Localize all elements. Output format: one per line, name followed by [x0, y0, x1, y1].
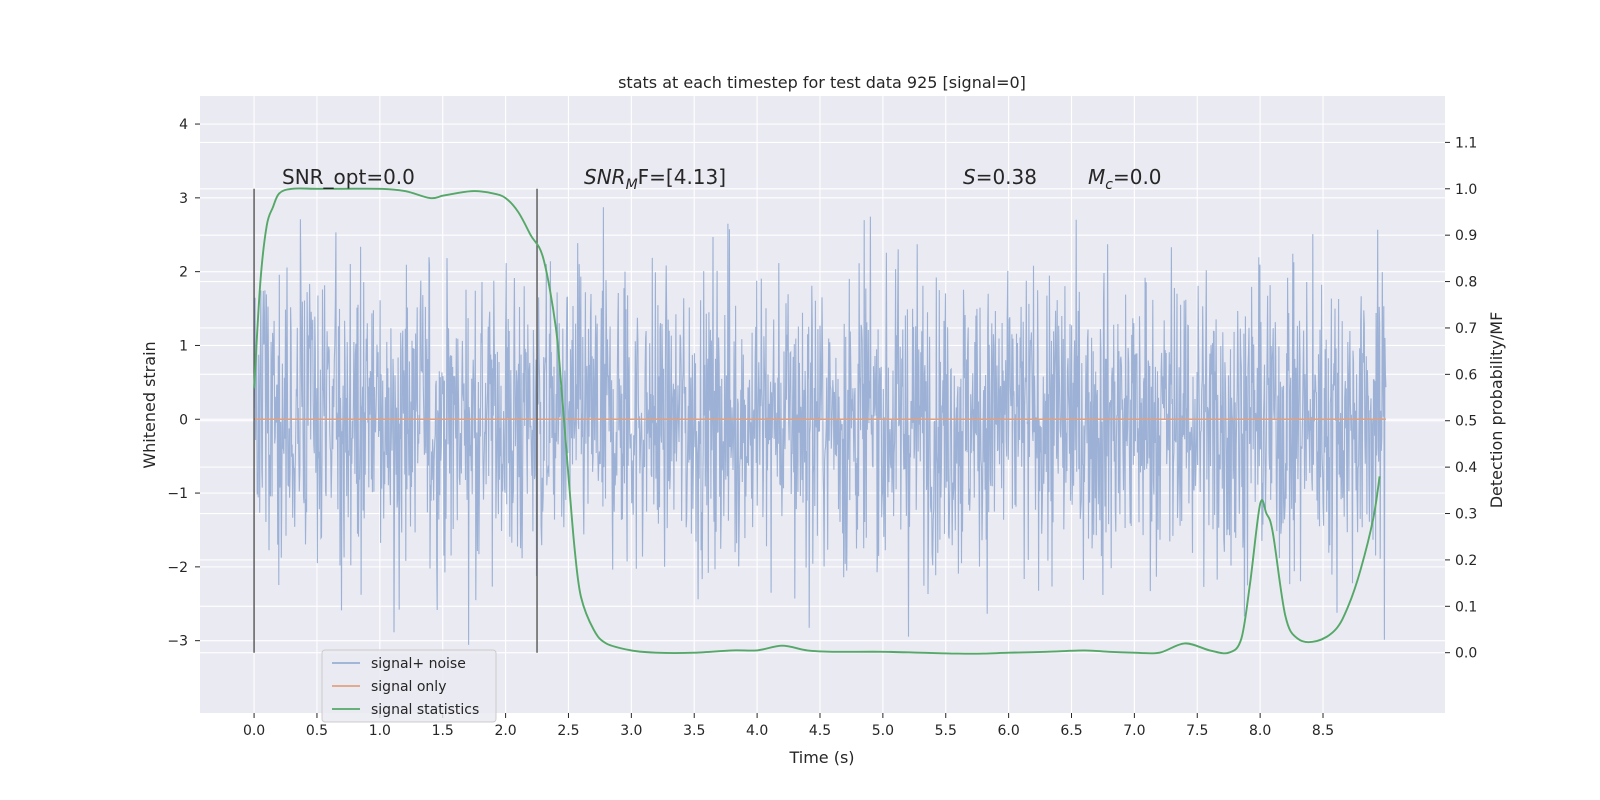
y2-tick-label-4: 0.7	[1455, 321, 1477, 337]
x-tick-label-11: 5.5	[935, 723, 957, 739]
annotation-s-value: =0.38	[976, 165, 1037, 189]
series-signal-statistics	[253, 187, 1381, 655]
y2-tick-label-5: 0.6	[1455, 367, 1477, 383]
y-axis-ticks: 4 3 2 1 0 −1 −2 −3	[167, 117, 200, 650]
x-tick-label-0: 0.0	[243, 723, 265, 739]
x-tick-label-1: 0.5	[306, 723, 328, 739]
y-axis-label: Whitened strain	[140, 341, 159, 468]
x-tick-label-15: 7.5	[1186, 723, 1208, 739]
y-tick-label-6: −2	[167, 560, 188, 576]
y2-tick-label-2: 0.9	[1455, 228, 1477, 244]
x-tick-label-6: 3.0	[620, 723, 642, 739]
annotation-s: S=0.38	[963, 165, 1037, 189]
annotation-snr-mf-base: SNR	[584, 165, 626, 189]
x-tick-label-16: 8.0	[1249, 723, 1271, 739]
legend-label-signal-noise: signal+ noise	[371, 656, 466, 672]
y2-tick-label-11: 0.0	[1455, 646, 1477, 662]
x-axis-label: Time (s)	[788, 748, 854, 767]
x-tick-label-14: 7.0	[1123, 723, 1145, 739]
y2-tick-label-1: 1.0	[1455, 182, 1477, 198]
y2-axis-ticks: 1.1 1.0 0.9 0.8 0.7 0.6 0.5 0.4 0.3 0.2 0.1 0.0	[1445, 135, 1477, 662]
legend-box	[321, 649, 497, 723]
y-tick-label-4: 0	[179, 412, 188, 428]
y-tick-label-3: 1	[179, 338, 188, 354]
x-tick-label-4: 2.0	[494, 723, 516, 739]
y2-tick-label-10: 0.1	[1455, 599, 1477, 615]
y2-tick-label-9: 0.2	[1455, 553, 1477, 569]
annotation-snr-opt: SNR_opt=0.0	[282, 165, 415, 189]
noise-series	[253, 207, 1387, 645]
line-series	[253, 187, 1386, 655]
annotation-mc: Mc=0.0	[1088, 165, 1162, 193]
y-tick-label-2: 2	[179, 265, 188, 281]
x-tick-label-2: 1.0	[369, 723, 391, 739]
x-tick-label-9: 4.5	[809, 723, 831, 739]
x-tick-label-17: 8.5	[1312, 723, 1334, 739]
annotation-snr-mf-rest: F=[4.13]	[638, 165, 726, 189]
x-axis-ticks: 0.0 0.5 1.0 1.5 2.0 2.5 3.0 3.5 4.0 4.5 5.0 5.5 6.0 6…	[243, 713, 1334, 739]
y2-tick-label-3: 0.8	[1455, 275, 1477, 291]
annotation-s-var: S	[963, 165, 976, 189]
y-tick-label-0: 4	[179, 117, 188, 133]
chart-title: stats at each timestep for test data 925…	[618, 73, 1026, 92]
x-tick-label-10: 5.0	[872, 723, 894, 739]
y2-tick-label-7: 0.4	[1455, 460, 1477, 476]
y-tick-label-1: 3	[179, 191, 188, 207]
x-tick-label-8: 4.0	[746, 723, 768, 739]
y-tick-label-5: −1	[167, 486, 188, 502]
annotation-mc-var: M	[1088, 165, 1105, 189]
annotation-mc-value: =0.0	[1113, 165, 1162, 189]
y2-axis-label: Detection probability/MF	[1487, 312, 1506, 509]
annotation-snr-mf: SNRMF=[4.13]	[584, 165, 726, 193]
legend-label-signal-only: signal only	[371, 679, 446, 695]
annotation-mc-sub: c	[1105, 177, 1113, 193]
y2-tick-label-6: 0.5	[1455, 414, 1477, 430]
y2-tick-label-0: 1.1	[1455, 135, 1477, 151]
y2-tick-label-8: 0.3	[1455, 507, 1477, 523]
y-tick-label-7: −3	[167, 634, 188, 650]
legend-label-signal-statistics: signal statistics	[371, 702, 479, 718]
x-tick-label-13: 6.5	[1060, 723, 1082, 739]
x-tick-label-5: 2.5	[557, 723, 579, 739]
legend: signal+ noise signal only signal statist…	[321, 649, 497, 723]
x-tick-label-3: 1.5	[432, 723, 454, 739]
annotation-snr-mf-sub: M	[626, 177, 638, 193]
x-tick-label-7: 3.5	[683, 723, 705, 739]
series-signal-noise	[253, 207, 1387, 645]
x-tick-label-12: 6.0	[997, 723, 1019, 739]
